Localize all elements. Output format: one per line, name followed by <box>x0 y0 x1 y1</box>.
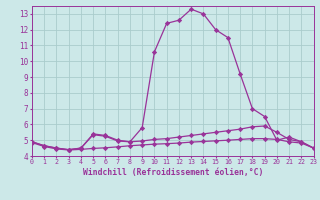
X-axis label: Windchill (Refroidissement éolien,°C): Windchill (Refroidissement éolien,°C) <box>83 168 263 177</box>
